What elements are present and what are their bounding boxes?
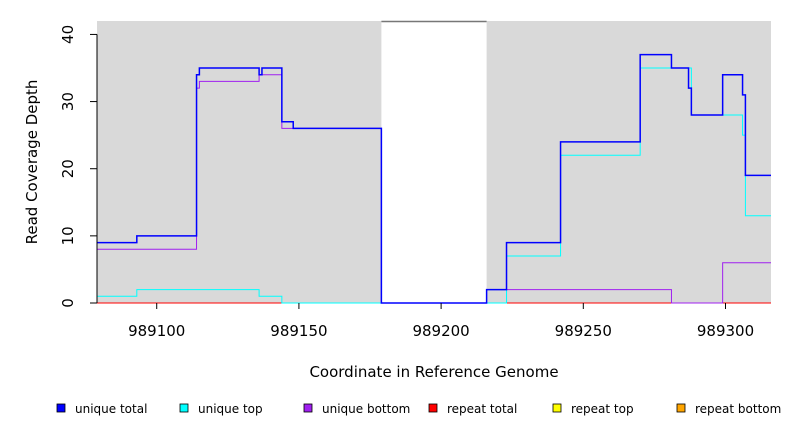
y-tick-label: 0 — [59, 298, 77, 308]
x-tick-label: 989150 — [270, 322, 327, 340]
x-tick-label: 989200 — [412, 322, 469, 340]
y-axis-label: Read Coverage Depth — [23, 80, 41, 245]
legend-entry: repeat total — [447, 402, 517, 416]
y-tick-label: 20 — [59, 159, 77, 178]
uncovered-region — [381, 21, 487, 303]
legend-entry: unique top — [198, 402, 263, 416]
legend-swatch — [179, 403, 189, 413]
legend-entry: repeat bottom — [695, 402, 781, 416]
y-tick-label: 40 — [59, 25, 77, 44]
legend-swatch — [676, 403, 686, 413]
legend-swatch — [428, 403, 438, 413]
x-tick-label: 989100 — [128, 322, 185, 340]
legend-swatch — [56, 403, 66, 413]
legend-entry: repeat top — [571, 402, 634, 416]
x-tick-label: 989300 — [697, 322, 754, 340]
y-tick-label: 10 — [59, 226, 77, 245]
legend-entry: unique bottom — [322, 402, 410, 416]
x-axis-label: Coordinate in Reference Genome — [309, 363, 558, 381]
legend-swatch — [303, 403, 313, 413]
series-line-unique-total — [97, 53, 771, 304]
legend-swatch — [552, 403, 562, 413]
y-tick-label: 30 — [59, 92, 77, 111]
legend-entry: unique total — [75, 402, 147, 416]
x-tick-label: 989250 — [555, 322, 612, 340]
